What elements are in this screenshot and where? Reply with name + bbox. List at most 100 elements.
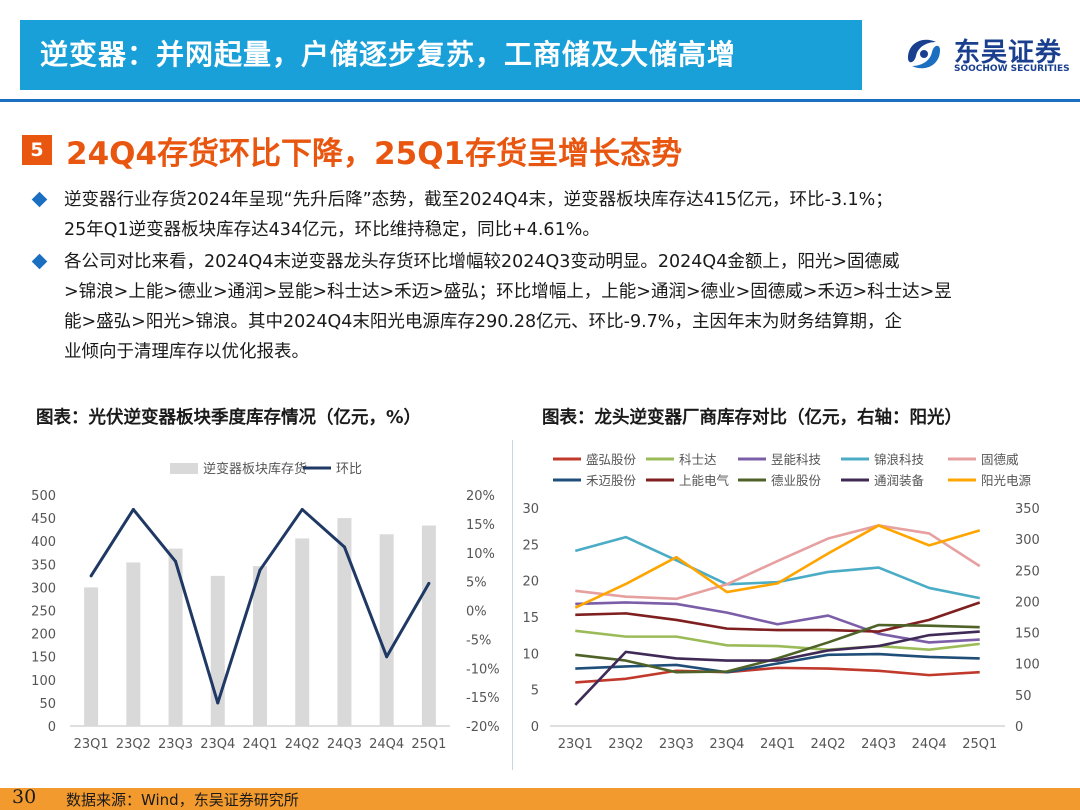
chart-divider xyxy=(512,440,513,770)
inventory-bar xyxy=(295,538,310,726)
bullet-diamond-icon xyxy=(31,191,48,208)
y-tick-label: 30 xyxy=(522,502,539,517)
y-tick-label: 100 xyxy=(31,674,56,689)
soochow-logo-icon xyxy=(908,39,940,69)
y2-tick-label: 200 xyxy=(1015,595,1040,610)
y-tick-label: 500 xyxy=(31,489,56,504)
x-tick-label: 23Q4 xyxy=(200,737,235,752)
legend-label: 德业股份 xyxy=(771,473,822,488)
y-tick-label: 200 xyxy=(31,628,56,643)
x-tick-label: 25Q1 xyxy=(962,737,997,752)
y2-tick-label: 20% xyxy=(466,489,495,504)
x-tick-label: 24Q1 xyxy=(242,737,277,752)
legend-label: 通润装备 xyxy=(874,473,925,488)
x-tick-label: 23Q2 xyxy=(608,737,643,752)
series-line xyxy=(575,629,980,651)
y2-tick-label: 350 xyxy=(1015,502,1040,517)
bullet-line: 业倾向于清理库存以优化报表。 xyxy=(64,342,309,362)
page-title: 逆变器：并网起量，户储逐步复苏，工商储及大储高增 xyxy=(40,38,737,71)
qoq-point xyxy=(89,574,93,578)
x-tick-label: 24Q2 xyxy=(285,737,320,752)
bullet-line: 25年Q1逆变器板块库存达434亿元，环比维持稳定，同比+4.61%。 xyxy=(64,220,600,240)
x-tick-label: 24Q4 xyxy=(912,737,947,752)
legend-label: 昱能科技 xyxy=(771,452,822,467)
y-tick-label: 50 xyxy=(39,697,56,712)
qoq-point xyxy=(131,507,135,511)
legend-label: 盛弘股份 xyxy=(586,452,637,467)
inventory-bar xyxy=(126,562,141,726)
bullet-line: 各公司对比来看，2024Q4末逆变器龙头存货环比增幅较2024Q3变动明显。20… xyxy=(64,252,900,272)
bullet-line: 逆变器行业存货2024年呈现“先升后降”态势，截至2024Q4末，逆变器板块库存… xyxy=(64,190,893,210)
y-tick-label: 300 xyxy=(31,581,56,596)
x-tick-label: 24Q1 xyxy=(760,737,795,752)
logo-cn-text: 东吴证券 xyxy=(954,38,1063,68)
inventory-bar xyxy=(337,518,352,726)
series-line xyxy=(574,535,980,600)
inventory-bar xyxy=(379,534,394,726)
y2-tick-label: 10% xyxy=(466,547,495,562)
qoq-point xyxy=(342,545,346,549)
y2-tick-label: -10% xyxy=(466,662,500,677)
header-banner: 逆变器：并网起量，户储逐步复苏，工商储及大储高增 xyxy=(20,20,862,90)
x-tick-label: 25Q1 xyxy=(411,737,446,752)
y2-tick-label: 150 xyxy=(1015,627,1040,642)
y-tick-label: 0 xyxy=(531,720,539,735)
legend-label: 科士达 xyxy=(679,452,717,467)
inventory-chart: 逆变器板块库存货 环比 0 50 100 150 200 250 300 350 400 450 500… xyxy=(31,461,500,752)
legend-label: 固德威 xyxy=(981,452,1019,467)
inventory-bar xyxy=(253,566,267,726)
series-line xyxy=(575,666,980,684)
qoq-point xyxy=(174,559,178,563)
y2-tick-label: -5% xyxy=(466,633,491,648)
series-line xyxy=(575,623,980,674)
legend-label: 禾迈股份 xyxy=(586,473,637,488)
y-tick-label: 25 xyxy=(522,538,539,553)
legend-label: 阳光电源 xyxy=(981,473,1032,488)
y-tick-label: 10 xyxy=(522,647,539,662)
x-tick-label: 23Q3 xyxy=(158,737,193,752)
y2-tick-label: 0 xyxy=(1015,720,1023,735)
x-tick-label: 23Q4 xyxy=(709,737,744,752)
legend-label: 逆变器板块库存货 xyxy=(203,461,307,477)
inventory-bar xyxy=(421,525,436,726)
data-source: 数据来源：Wind，东吴证券研究所 xyxy=(66,791,299,809)
x-tick-label: 23Q1 xyxy=(74,737,109,752)
y2-tick-label: 0% xyxy=(466,605,487,620)
bullet-line: 能>盛弘>阳光>锦浪。其中2024Q4末阳光电源库存290.28亿元、环比-9.… xyxy=(64,312,902,332)
y2-tick-label: -15% xyxy=(466,691,500,706)
header-divider xyxy=(0,99,1080,102)
series-line xyxy=(574,524,981,609)
section-number: 5 xyxy=(22,135,52,165)
y-tick-label: 5 xyxy=(531,684,539,699)
y-tick-label: 150 xyxy=(31,651,56,666)
qoq-point xyxy=(258,568,262,572)
y2-tick-label: 50 xyxy=(1015,689,1032,704)
y-tick-label: 20 xyxy=(522,575,539,590)
qoq-point xyxy=(385,655,389,659)
footer-bar: 30 数据来源：Wind，东吴证券研究所 xyxy=(0,786,1080,810)
x-tick-label: 23Q1 xyxy=(558,737,593,752)
legend-label: 上能电气 xyxy=(679,473,730,488)
chart-title-inventory: 图表：光伏逆变器板块季度库存情况（亿元，%） xyxy=(36,408,422,428)
y2-tick-label: 100 xyxy=(1015,658,1040,673)
series-line xyxy=(575,652,980,674)
section-title: 24Q4存货环比下降，25Q1存货呈增长态势 xyxy=(66,136,683,172)
qoq-point xyxy=(427,581,431,585)
y-tick-label: 400 xyxy=(31,535,56,550)
company-logo: 东吴证券 SOOCHOW SECURITIES xyxy=(902,30,1072,80)
x-tick-label: 24Q3 xyxy=(861,737,896,752)
y2-tick-label: 15% xyxy=(466,518,495,533)
series-line xyxy=(575,601,981,633)
chart-title-companies: 图表：龙头逆变器厂商库存对比（亿元，右轴：阳光） xyxy=(542,408,962,428)
legend-label: 环比 xyxy=(336,462,362,477)
bullet-diamond-icon xyxy=(31,253,48,270)
y-tick-label: 250 xyxy=(31,605,56,620)
page-number: 30 xyxy=(12,786,37,808)
inventory-bar xyxy=(168,548,183,726)
y2-tick-label: -20% xyxy=(466,720,500,735)
inventory-bar xyxy=(84,587,99,726)
y-tick-label: 450 xyxy=(31,512,56,527)
y2-tick-label: 250 xyxy=(1015,564,1040,579)
qoq-point xyxy=(216,701,220,705)
series-line xyxy=(575,524,981,601)
